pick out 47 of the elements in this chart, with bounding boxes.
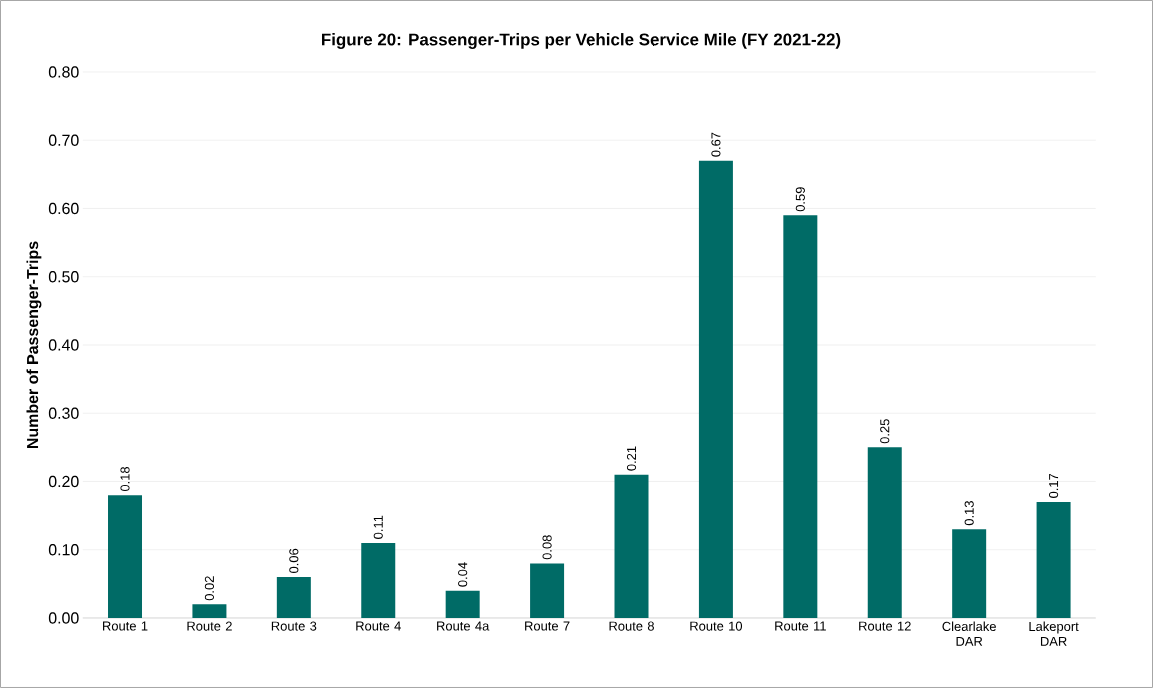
x-tick-label: Route 8 [609,621,654,631]
y-tick-label: 0.00 [48,612,79,624]
y-tick-label: 0.60 [48,202,79,215]
x-tick-label: Route 3 [271,621,317,631]
data-label: 0.13 [964,501,974,526]
bar [698,160,733,618]
bar [276,577,311,618]
data-label: 0.67 [711,132,721,157]
data-label: 0.06 [289,548,299,574]
x-tick-label: Route 2 [187,621,232,631]
x-tick-label: Route 12 [859,621,911,631]
y-tick-label: 0.70 [48,134,79,146]
bar [530,563,565,618]
bar [361,542,396,618]
x-tick-label: Route 10 [690,621,743,631]
data-label: 0.04 [458,562,468,587]
data-label: 0.02 [204,576,215,601]
data-label: 0.21 [626,446,637,471]
y-tick-label: 0.50 [48,271,79,283]
bar [1036,501,1071,618]
data-label: 0.17 [1049,473,1059,498]
y-tick-label: 0.30 [48,407,79,419]
x-tick-label: Route 7 [525,621,570,631]
data-label: 0.11 [373,515,383,539]
x-tick-label: Route 4 [356,621,401,631]
data-label: 0.08 [542,535,552,560]
bar [783,215,818,618]
data-label: 0.18 [120,466,130,492]
y-tick-label: 0.40 [48,339,79,351]
bar [614,474,649,618]
x-tick-label: Route 1 [103,621,148,631]
data-label: 0.59 [795,187,805,212]
y-tick-label: 0.10 [48,544,79,556]
x-tick-label: Lakeport DAR [1029,621,1079,646]
bar [108,495,143,618]
chart-title: Figure 20: Passenger-Trips per Vehicle Service Mile (FY 2021-22) [322,33,841,49]
bar [192,604,227,618]
bar [952,529,987,618]
data-label: 0.25 [880,419,890,444]
bar [445,590,480,618]
x-tick-label: Route 4a [437,621,490,631]
y-axis-title: Number of Passenger-Trips [26,241,42,448]
y-tick-label: 0.80 [48,66,79,78]
y-tick-label: 0.20 [48,475,79,488]
x-tick-label: Route 11 [775,621,826,631]
bar [867,447,902,618]
x-tick-label: Clearlake DAR [942,621,996,646]
